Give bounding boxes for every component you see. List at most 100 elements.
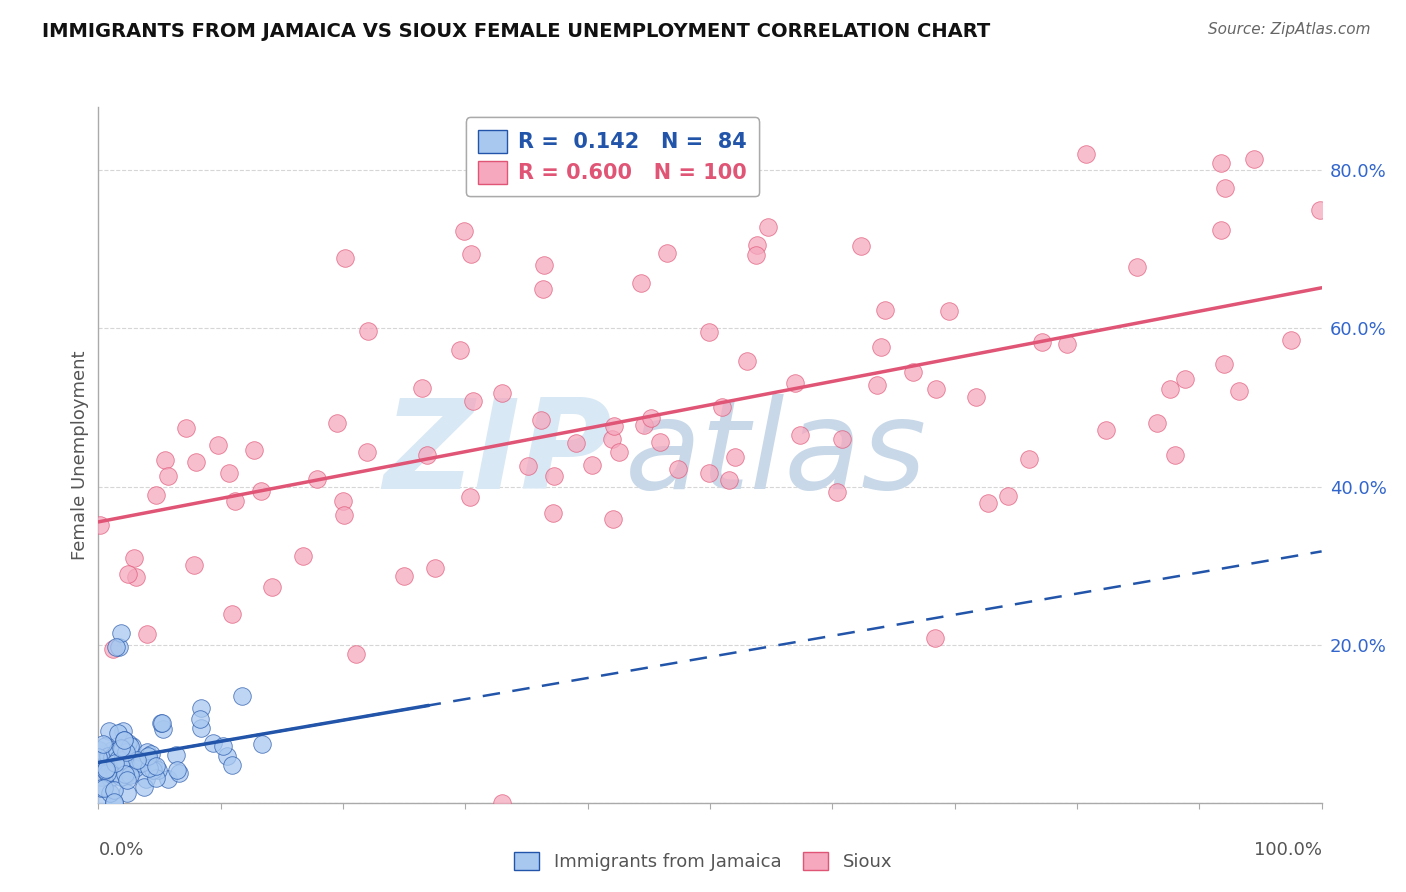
Point bbox=[1212, 357, 1234, 371]
Point bbox=[356, 445, 378, 459]
Point bbox=[142, 763, 165, 777]
Point bbox=[87, 750, 110, 764]
Point bbox=[91, 737, 114, 751]
Point bbox=[640, 410, 662, 425]
Point bbox=[869, 340, 891, 354]
Point bbox=[249, 484, 271, 499]
Point bbox=[93, 764, 115, 778]
Point bbox=[260, 581, 283, 595]
Point bbox=[134, 780, 156, 795]
Point bbox=[1125, 260, 1147, 275]
Point bbox=[1213, 181, 1236, 195]
Point bbox=[1174, 371, 1197, 385]
Point bbox=[145, 488, 167, 502]
Point bbox=[103, 783, 125, 797]
Point bbox=[101, 743, 124, 757]
Point bbox=[207, 438, 229, 452]
Point bbox=[117, 566, 139, 581]
Point bbox=[98, 786, 121, 800]
Point bbox=[901, 365, 924, 379]
Point bbox=[150, 715, 173, 730]
Point bbox=[533, 258, 555, 272]
Point bbox=[583, 175, 606, 189]
Point bbox=[218, 466, 240, 480]
Point bbox=[150, 715, 173, 730]
Point bbox=[105, 744, 128, 758]
Point bbox=[112, 723, 135, 738]
Point bbox=[153, 453, 176, 467]
Point bbox=[491, 385, 513, 400]
Point bbox=[756, 219, 779, 234]
Point bbox=[117, 736, 139, 750]
Point bbox=[107, 726, 129, 740]
Point bbox=[344, 647, 367, 661]
Point bbox=[107, 752, 129, 766]
Point bbox=[657, 246, 679, 260]
Point bbox=[167, 766, 190, 780]
Point bbox=[1018, 452, 1040, 467]
Point bbox=[110, 741, 132, 756]
Point bbox=[1243, 152, 1265, 166]
Text: ZIP: ZIP bbox=[384, 394, 612, 516]
Point bbox=[602, 419, 624, 434]
Point bbox=[101, 763, 124, 777]
Point bbox=[146, 763, 169, 777]
Point bbox=[122, 551, 145, 566]
Point bbox=[90, 756, 112, 770]
Point bbox=[145, 759, 167, 773]
Point bbox=[121, 739, 143, 754]
Point bbox=[491, 796, 513, 810]
Point bbox=[849, 239, 872, 253]
Point bbox=[1056, 337, 1078, 351]
Point bbox=[543, 468, 565, 483]
Text: IMMIGRANTS FROM JAMAICA VS SIOUX FEMALE UNEMPLOYMENT CORRELATION CHART: IMMIGRANTS FROM JAMAICA VS SIOUX FEMALE … bbox=[42, 22, 990, 41]
Point bbox=[724, 450, 747, 464]
Point bbox=[745, 248, 768, 262]
Point bbox=[114, 756, 136, 770]
Legend: R =  0.142   N =  84, R = 0.600   N = 100: R = 0.142 N = 84, R = 0.600 N = 100 bbox=[465, 118, 759, 196]
Point bbox=[449, 343, 471, 358]
Point bbox=[120, 739, 142, 753]
Point bbox=[90, 796, 112, 810]
Point bbox=[666, 462, 689, 476]
Point bbox=[202, 736, 225, 750]
Point bbox=[174, 421, 197, 435]
Point bbox=[650, 435, 672, 450]
Point bbox=[1164, 449, 1187, 463]
Point bbox=[326, 417, 349, 431]
Point bbox=[783, 376, 806, 390]
Point bbox=[96, 765, 118, 780]
Point bbox=[925, 382, 948, 396]
Point bbox=[866, 377, 889, 392]
Point bbox=[127, 755, 149, 769]
Point bbox=[157, 772, 180, 786]
Point bbox=[224, 494, 246, 508]
Point bbox=[114, 745, 136, 759]
Point bbox=[125, 570, 148, 584]
Point bbox=[633, 417, 655, 432]
Point bbox=[416, 448, 439, 462]
Point bbox=[136, 745, 159, 759]
Point bbox=[145, 771, 167, 785]
Point bbox=[215, 748, 238, 763]
Point bbox=[789, 428, 811, 442]
Text: atlas: atlas bbox=[624, 394, 927, 516]
Point bbox=[602, 512, 624, 526]
Point bbox=[221, 757, 243, 772]
Point bbox=[461, 393, 484, 408]
Point bbox=[136, 749, 159, 764]
Point bbox=[458, 490, 481, 504]
Point bbox=[333, 251, 356, 265]
Point bbox=[101, 750, 124, 764]
Point bbox=[121, 756, 143, 771]
Point bbox=[307, 472, 329, 486]
Text: 100.0%: 100.0% bbox=[1254, 841, 1322, 859]
Point bbox=[292, 549, 315, 563]
Point bbox=[89, 743, 111, 757]
Text: 0.0%: 0.0% bbox=[98, 841, 143, 859]
Point bbox=[1031, 334, 1053, 349]
Point bbox=[630, 277, 652, 291]
Point bbox=[697, 325, 720, 339]
Point bbox=[357, 324, 380, 338]
Point bbox=[103, 796, 125, 810]
